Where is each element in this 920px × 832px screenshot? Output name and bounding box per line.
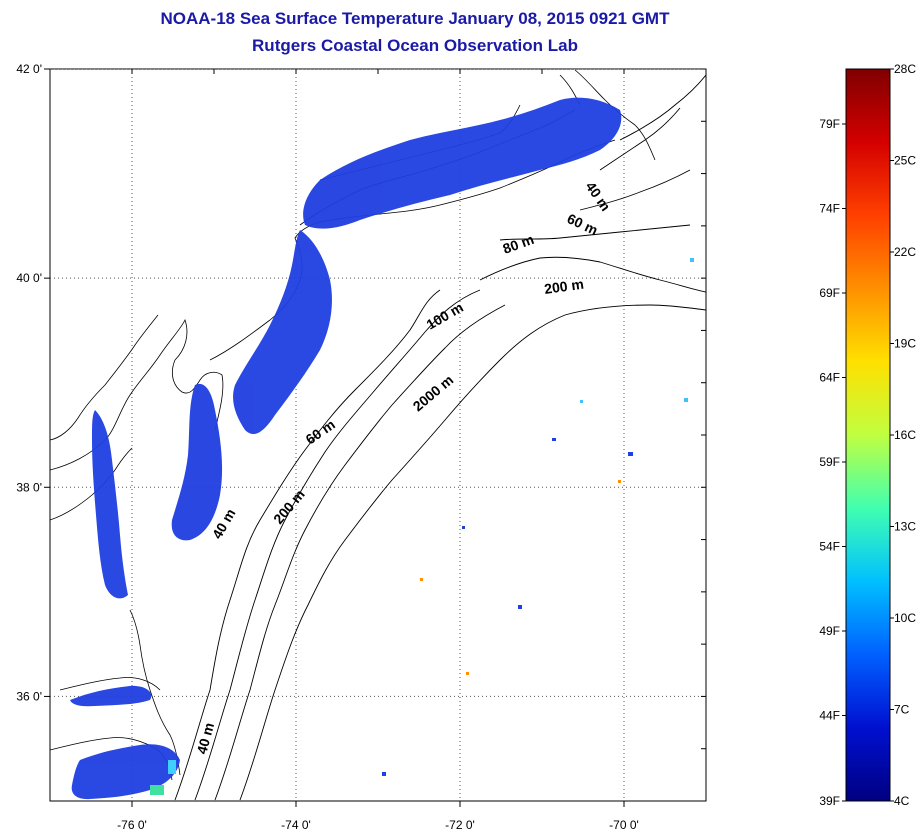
colorbar-celsius-label: 25C — [894, 154, 916, 168]
colorbar-fahrenheit-label: 44F — [819, 709, 840, 723]
colorbar-fahrenheit-label: 49F — [819, 624, 840, 638]
bathymetry-contours — [174, 74, 706, 801]
colorbar-celsius-label: 7C — [894, 703, 910, 717]
map-subtitle: Rutgers Coastal Ocean Observation Lab — [252, 36, 578, 55]
colorbar-fahrenheit-label: 64F — [819, 371, 840, 385]
contour-depth-label: 200 m — [543, 276, 585, 297]
colorbar-celsius-label: 16C — [894, 428, 916, 442]
colorbar-fahrenheit-label: 59F — [819, 455, 840, 469]
colorbar-celsius-label: 22C — [894, 245, 916, 259]
colorbar-fahrenheit-label: 74F — [819, 202, 840, 216]
colorbar-fahrenheit-label: 69F — [819, 286, 840, 300]
contour-depth-label: 40 m — [193, 721, 217, 756]
lon-tick-label: -72 0' — [445, 818, 475, 832]
colorbar-celsius-label: 4C — [894, 794, 910, 808]
lon-tick-label: -74 0' — [281, 818, 311, 832]
sst-data-coverage — [70, 97, 622, 800]
lat-tick-label: 42 0' — [16, 62, 42, 76]
colorbar-fahrenheit-label: 39F — [819, 794, 840, 808]
colorbar-celsius-label: 19C — [894, 337, 916, 351]
sst-warm-pixels — [150, 258, 694, 795]
lon-tick-label: -76 0' — [117, 818, 147, 832]
lon-tick-label: -70 0' — [609, 818, 639, 832]
colorbar-labels: 28C 25C 22C 19C 16C 13C 10C 7C 4C 79F 74F 69F 64F 59F… — [819, 62, 916, 808]
lat-tick-label: 38 0' — [16, 480, 42, 494]
colorbar-celsius-label: 10C — [894, 611, 916, 625]
map-title: NOAA-18 Sea Surface Temperature January … — [160, 9, 670, 28]
map-axes: -76 0' -74 0' -72 0' -70 0' 42 0' 40 0' 38 0' 3… — [16, 62, 707, 832]
grid-lines — [50, 69, 706, 801]
lat-tick-label: 36 0' — [16, 689, 42, 703]
colorbar-fahrenheit-label: 54F — [819, 540, 840, 554]
colorbar-celsius-label: 28C — [894, 62, 916, 76]
colorbar-gradient — [845, 68, 891, 802]
colorbar-celsius-label: 13C — [894, 520, 916, 534]
colorbar: 28C 25C 22C 19C 16C 13C 10C 7C 4C 79F 74F 69F 64F 59F… — [819, 62, 916, 808]
colorbar-fahrenheit-label: 79F — [819, 117, 840, 131]
lat-tick-label: 40 0' — [16, 271, 42, 285]
